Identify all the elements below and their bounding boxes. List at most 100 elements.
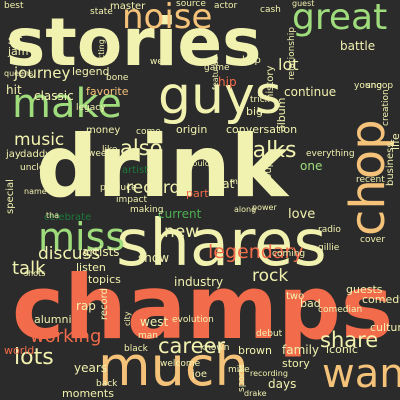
word-jay: jay <box>6 149 21 160</box>
word-welcome: welcome <box>160 359 201 369</box>
word-queens: queens <box>4 69 34 78</box>
word-continue: continue <box>284 85 337 99</box>
word-celebrate: celebrate <box>44 212 92 223</box>
word-young: young <box>354 81 382 91</box>
word-favorite: favorite <box>86 85 129 98</box>
word-everything: everything <box>306 149 355 159</box>
word-origin: origin <box>176 123 208 136</box>
word-coming: coming <box>272 249 306 259</box>
word-guest: guest <box>292 0 315 8</box>
word-cover: cover <box>360 235 386 245</box>
word-champs: champs <box>12 256 394 359</box>
word-years: years <box>74 361 108 375</box>
word-conversation: conversation <box>226 123 298 136</box>
word-comedian: comedian <box>318 305 363 315</box>
word-talks: talks <box>244 138 297 163</box>
word-like: like <box>102 145 118 155</box>
word-daddy: daddy <box>20 149 52 160</box>
word-iconic: iconic <box>326 343 358 356</box>
word-music: music <box>14 130 65 150</box>
word-stories: stories <box>6 4 262 81</box>
word-noise: noise <box>122 0 213 37</box>
word-career: career <box>158 334 226 358</box>
word-debut: debut <box>256 329 283 339</box>
word-current: current <box>158 207 202 221</box>
word-name: name <box>24 187 47 196</box>
word-battle: battle <box>340 39 376 53</box>
word-new: new <box>164 222 200 242</box>
word-rock: rock <box>252 266 289 286</box>
word-want: want <box>322 351 400 397</box>
word-snoop: snoop <box>366 81 394 91</box>
word-moments: moments <box>62 387 114 400</box>
word-legendary: legendary <box>208 241 304 263</box>
word-trick: trick <box>250 95 270 105</box>
word-talk: talk <box>12 258 46 279</box>
word-gillie: gillie <box>318 243 340 253</box>
word-shots: shots <box>24 269 46 278</box>
word-game: game <box>204 63 230 73</box>
word-big: big <box>246 105 264 118</box>
word-along: along <box>234 205 257 214</box>
word-acting: acting <box>97 39 106 64</box>
word-discuss: discuss <box>38 244 101 264</box>
word-featured: featured <box>211 56 220 90</box>
word-listen: listen <box>76 261 106 274</box>
word-bone: bone <box>106 73 129 83</box>
word-life: life <box>389 133 400 150</box>
word-days: days <box>268 377 297 391</box>
word-guests: guests <box>346 283 383 296</box>
word-industry: industry <box>174 275 224 289</box>
word-group: group <box>263 160 274 190</box>
word-relationship: relationship <box>287 27 297 80</box>
word-miss: miss <box>38 215 126 259</box>
word-family: family <box>282 343 320 357</box>
word-lots: lots <box>14 345 54 370</box>
word-produce: produce <box>100 183 137 193</box>
word-drake: drake <box>244 389 267 398</box>
word-master: master <box>110 1 146 12</box>
word-share: share <box>320 328 379 352</box>
word-guys: guys <box>158 66 282 126</box>
word-week: week <box>88 149 112 159</box>
word-drink: drink <box>36 117 288 217</box>
word-bad: bad <box>300 297 321 310</box>
word-many: many <box>230 177 253 186</box>
word-culture: culture <box>370 321 400 334</box>
word-sports: sports <box>237 364 247 392</box>
word-album: album <box>275 97 288 132</box>
word-actor: actor <box>214 1 238 11</box>
word-back: back <box>96 379 118 389</box>
word-black: black <box>124 344 148 354</box>
word-alumni: alumni <box>34 313 72 326</box>
word-joe: joe <box>192 369 208 380</box>
word-known: known <box>200 343 230 353</box>
word-also: also <box>120 136 163 160</box>
word-working: working <box>30 326 102 347</box>
word-love: love <box>288 207 316 222</box>
word-tha: tha <box>46 211 60 220</box>
word-state: state <box>90 7 113 17</box>
word-jam: jam <box>8 45 29 58</box>
word-journey: journey <box>14 64 71 82</box>
word-hop: hop <box>242 55 261 66</box>
word-come: come <box>136 127 161 137</box>
word-impact: impact <box>116 195 147 205</box>
word-recent: recent <box>356 175 385 185</box>
word-comedy: comedy <box>362 293 400 306</box>
word-money: money <box>86 125 121 136</box>
word-city: city <box>123 311 132 327</box>
word-records: records <box>126 178 190 198</box>
word-lot: lot <box>278 55 299 74</box>
word-two: two <box>286 291 305 302</box>
word-sit: sit <box>8 33 23 47</box>
word-legacy: legacy <box>76 103 106 113</box>
word-best: best <box>4 1 24 11</box>
word-fat: fat <box>218 177 235 191</box>
word-hit: hit <box>6 83 22 97</box>
word-creation: creation <box>381 89 391 126</box>
word-recording: recording <box>250 369 288 378</box>
word-legend: legend <box>72 65 110 78</box>
word-rap: rap <box>76 299 96 313</box>
